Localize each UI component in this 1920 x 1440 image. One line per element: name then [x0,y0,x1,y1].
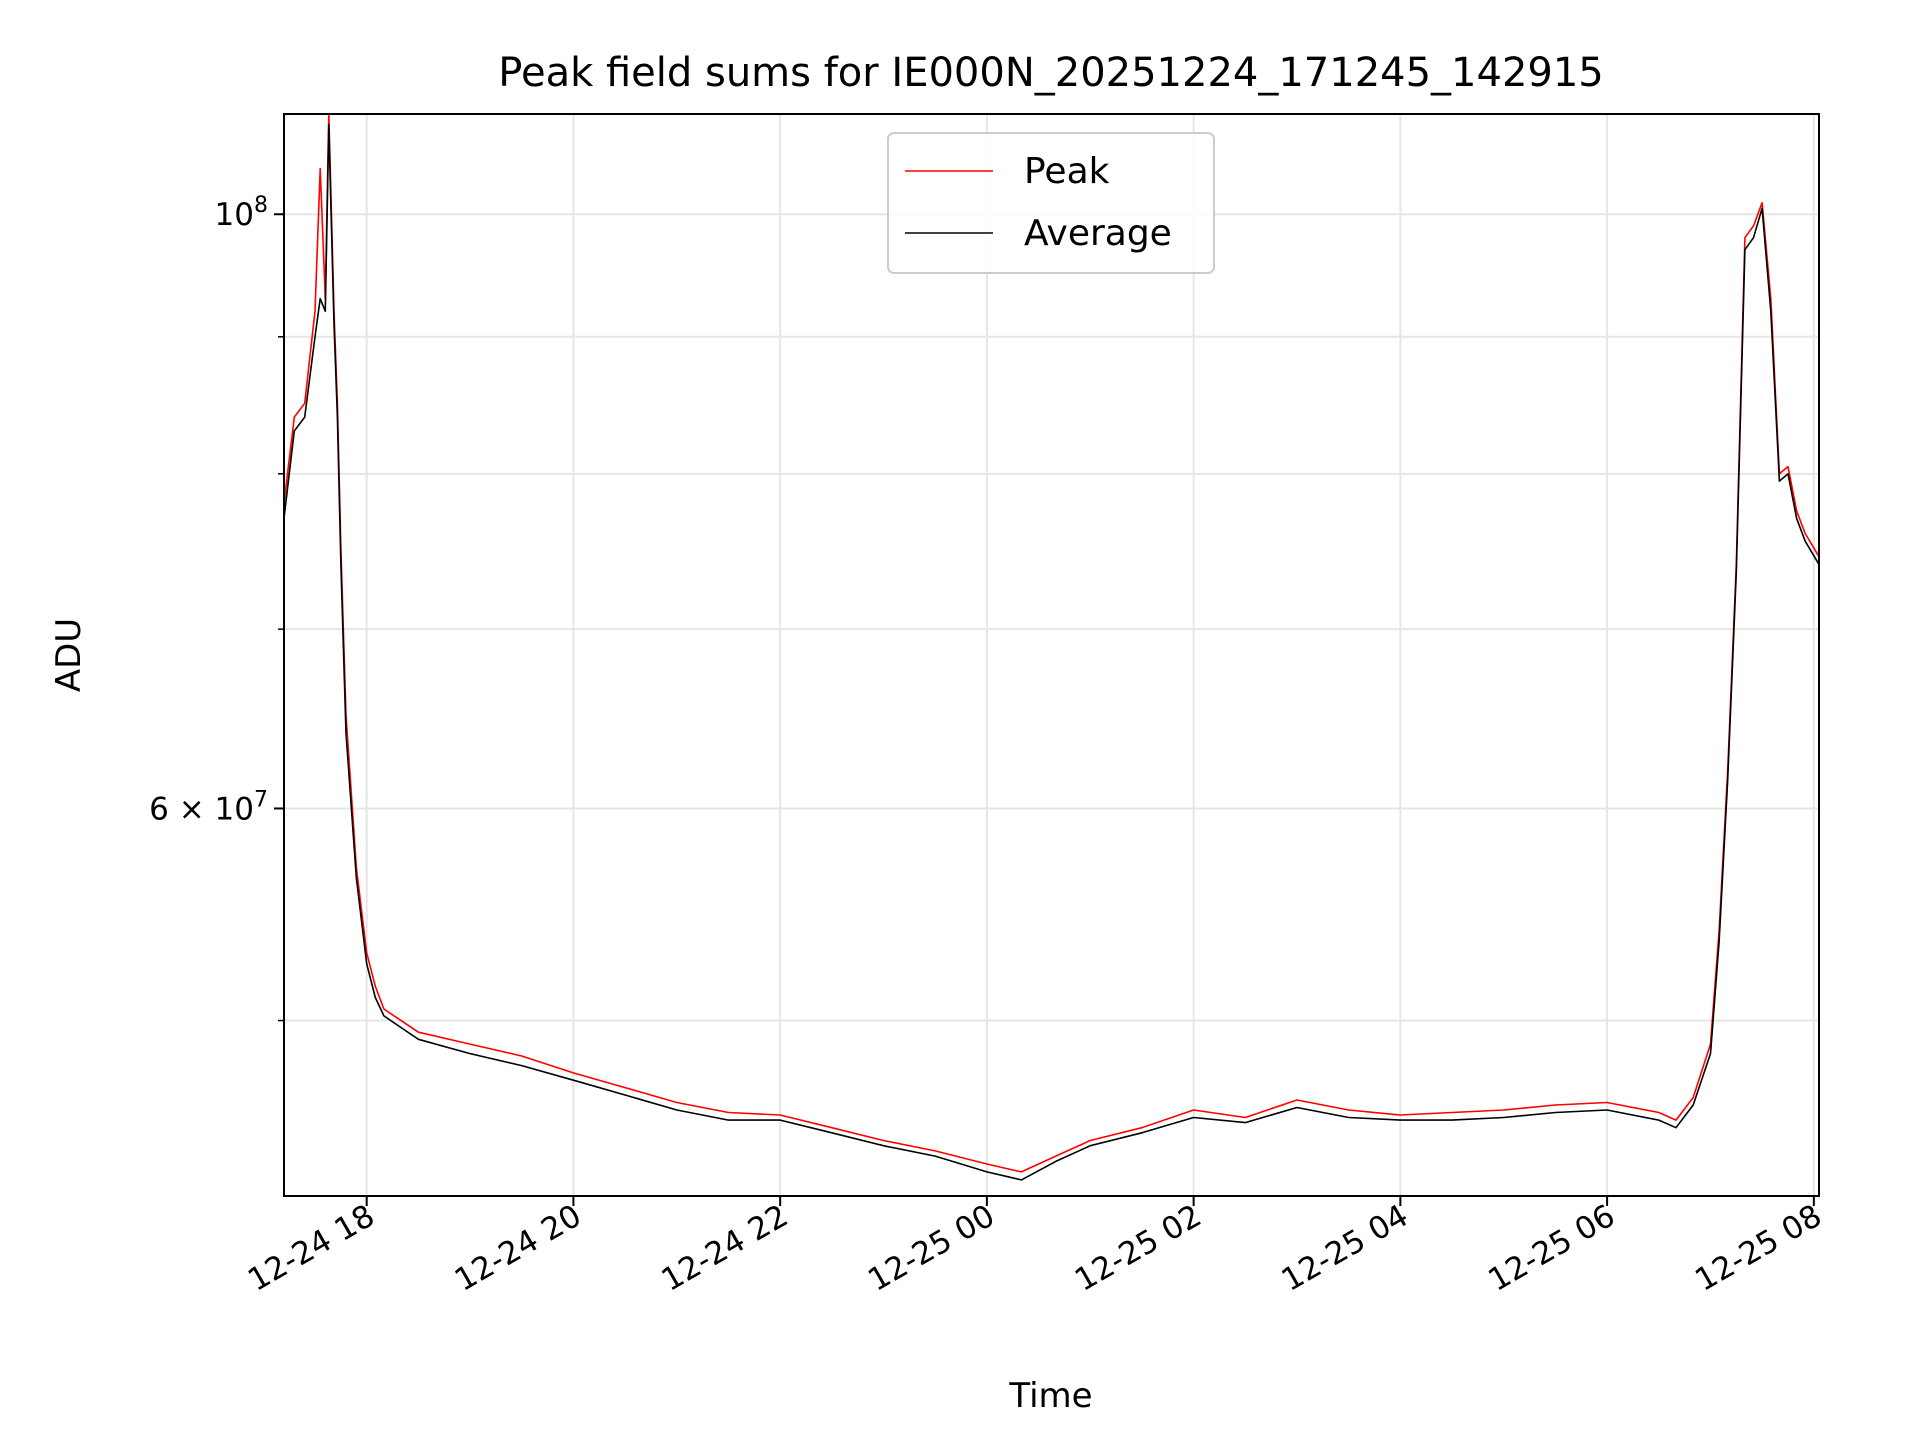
y-tick-label: 108 [215,193,268,233]
y-axis: 108 6 × 107 [149,193,284,1022]
grid [284,114,1819,1196]
chart-title: Peak field sums for IE000N_20251224_1712… [498,50,1603,96]
y-axis-label: ADU [49,618,89,692]
legend-label-average: Average [1024,213,1172,254]
plot-frame [283,113,1820,1197]
legend-label-peak: Peak [1024,151,1110,192]
y-tick-label: 6 × 107 [149,787,268,827]
series-layer [284,114,1819,1181]
series-line-average [284,123,1819,1181]
x-axis-label: Time [1008,1376,1092,1416]
legend: Peak Average [887,132,1215,274]
legend-box [887,132,1215,274]
